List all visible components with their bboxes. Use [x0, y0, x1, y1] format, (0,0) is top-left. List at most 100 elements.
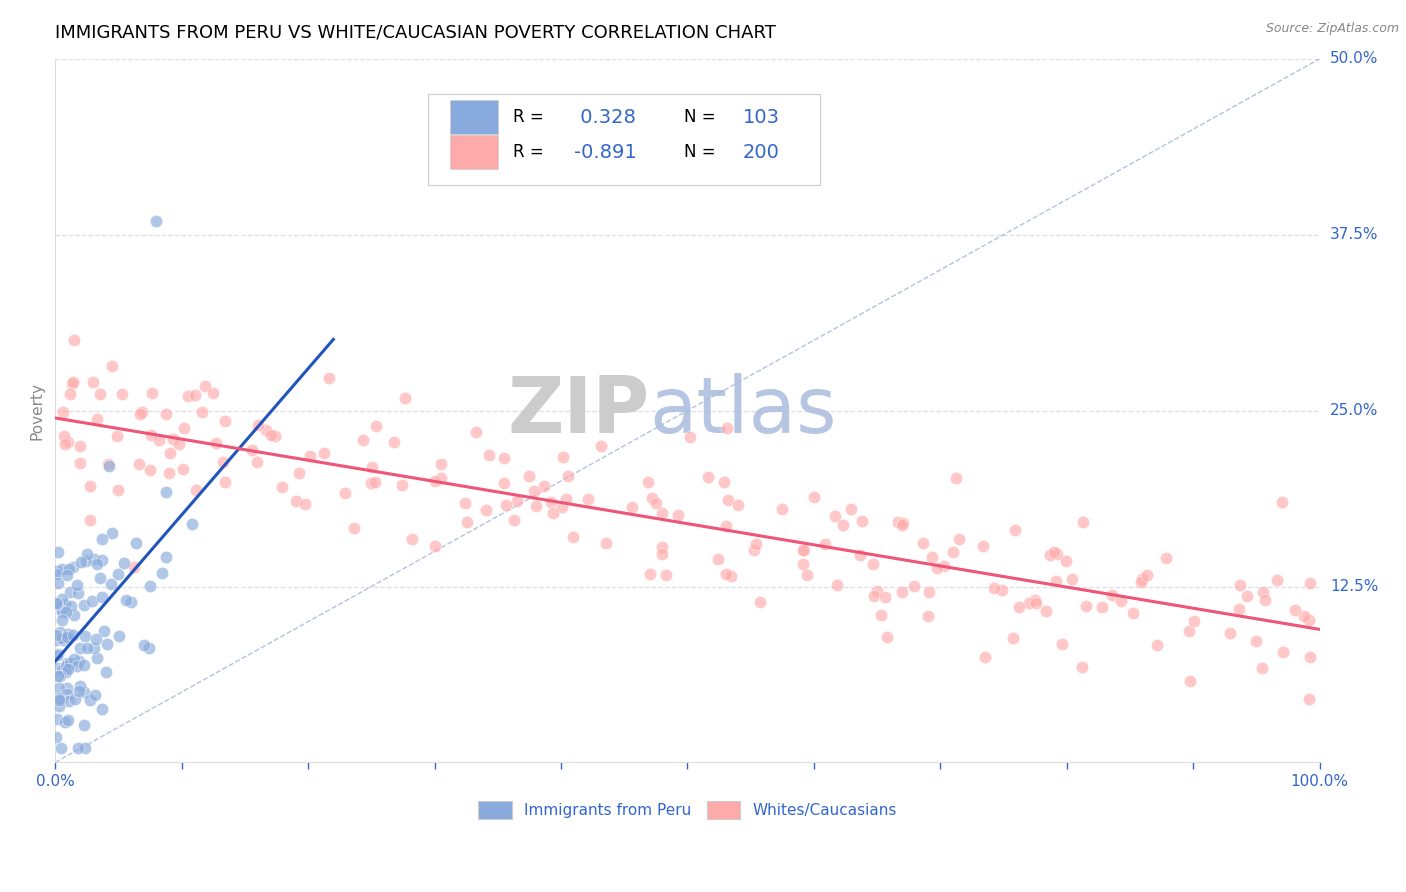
Point: [1298, 614, 1320, 628]
Point: [948, 533, 970, 547]
Point: [890, 585, 912, 599]
Point: [62, 651, 84, 665]
Text: -0.891: -0.891: [574, 143, 637, 161]
Point: [132, 638, 155, 652]
Point: [49, 669, 72, 683]
Point: [1146, 638, 1168, 652]
Point: [49, 693, 72, 707]
Point: [655, 567, 678, 582]
Bar: [450, 100, 498, 134]
Point: [873, 590, 896, 604]
Point: [172, 462, 194, 476]
Point: [155, 550, 177, 565]
Point: [541, 506, 564, 520]
Point: [79, 479, 101, 493]
Point: [533, 479, 555, 493]
Point: [1109, 594, 1132, 608]
Point: [727, 498, 749, 512]
Point: [423, 474, 446, 488]
Point: [1254, 592, 1277, 607]
Point: [90, 702, 112, 716]
Point: [561, 530, 583, 544]
Point: [335, 485, 357, 500]
Point: [60, 377, 83, 392]
Point: [186, 483, 208, 498]
Point: [973, 650, 995, 665]
Point: [796, 568, 818, 582]
Point: [48, 681, 70, 695]
Point: [720, 568, 742, 582]
Point: [1004, 523, 1026, 537]
Point: [824, 509, 846, 524]
Point: [125, 536, 148, 550]
Point: [55, 657, 77, 671]
Point: [839, 502, 862, 516]
Point: [1039, 548, 1062, 562]
Point: [1002, 631, 1025, 645]
Point: [1007, 599, 1029, 614]
Point: [942, 545, 965, 559]
Point: [1042, 545, 1064, 559]
Point: [86, 557, 108, 571]
Point: [72, 685, 94, 699]
Point: [1076, 599, 1098, 613]
Point: [1180, 673, 1202, 688]
Point: [96, 638, 118, 652]
Point: [76, 640, 98, 655]
Point: [394, 391, 416, 405]
Point: [475, 503, 498, 517]
Point: [56, 631, 79, 645]
Point: [62, 375, 84, 389]
Point: [430, 471, 453, 485]
Point: [181, 516, 204, 531]
Point: [51, 613, 73, 627]
Point: [46, 597, 69, 611]
Point: [48, 693, 70, 707]
Text: 0.328: 0.328: [574, 108, 636, 127]
Point: [46, 661, 69, 675]
Point: [343, 521, 366, 535]
Point: [1073, 516, 1095, 530]
Point: [62, 628, 84, 642]
Point: [360, 460, 382, 475]
Point: [1284, 603, 1306, 617]
Point: [96, 665, 118, 680]
Point: [59, 599, 82, 614]
Point: [107, 629, 129, 643]
Point: [1294, 609, 1316, 624]
Point: [1018, 596, 1040, 610]
Point: [1091, 600, 1114, 615]
Point: [100, 359, 122, 374]
Point: [523, 483, 546, 498]
Text: Source: ZipAtlas.com: Source: ZipAtlas.com: [1265, 22, 1399, 36]
Point: [86, 632, 108, 646]
Point: [76, 547, 98, 561]
Point: [83, 552, 105, 566]
Point: [75, 741, 97, 756]
Point: [456, 515, 478, 529]
Point: [364, 475, 387, 489]
Point: [240, 443, 263, 458]
Point: [1122, 607, 1144, 621]
Point: [56, 434, 79, 449]
Point: [59, 387, 82, 401]
Point: [748, 594, 770, 608]
Point: [945, 471, 967, 485]
Text: 25.0%: 25.0%: [1330, 403, 1378, 418]
Point: [430, 457, 453, 471]
Point: [1219, 626, 1241, 640]
Point: [69, 439, 91, 453]
Point: [145, 213, 167, 227]
Point: [58, 561, 80, 575]
Point: [1236, 589, 1258, 603]
Point: [53, 437, 76, 451]
Point: [56, 713, 79, 727]
Point: [53, 597, 76, 611]
Point: [111, 387, 134, 401]
Point: [115, 593, 138, 607]
Point: [352, 434, 374, 448]
Point: [159, 466, 181, 480]
Point: [714, 519, 737, 533]
Point: [246, 455, 269, 469]
Point: [890, 518, 912, 533]
